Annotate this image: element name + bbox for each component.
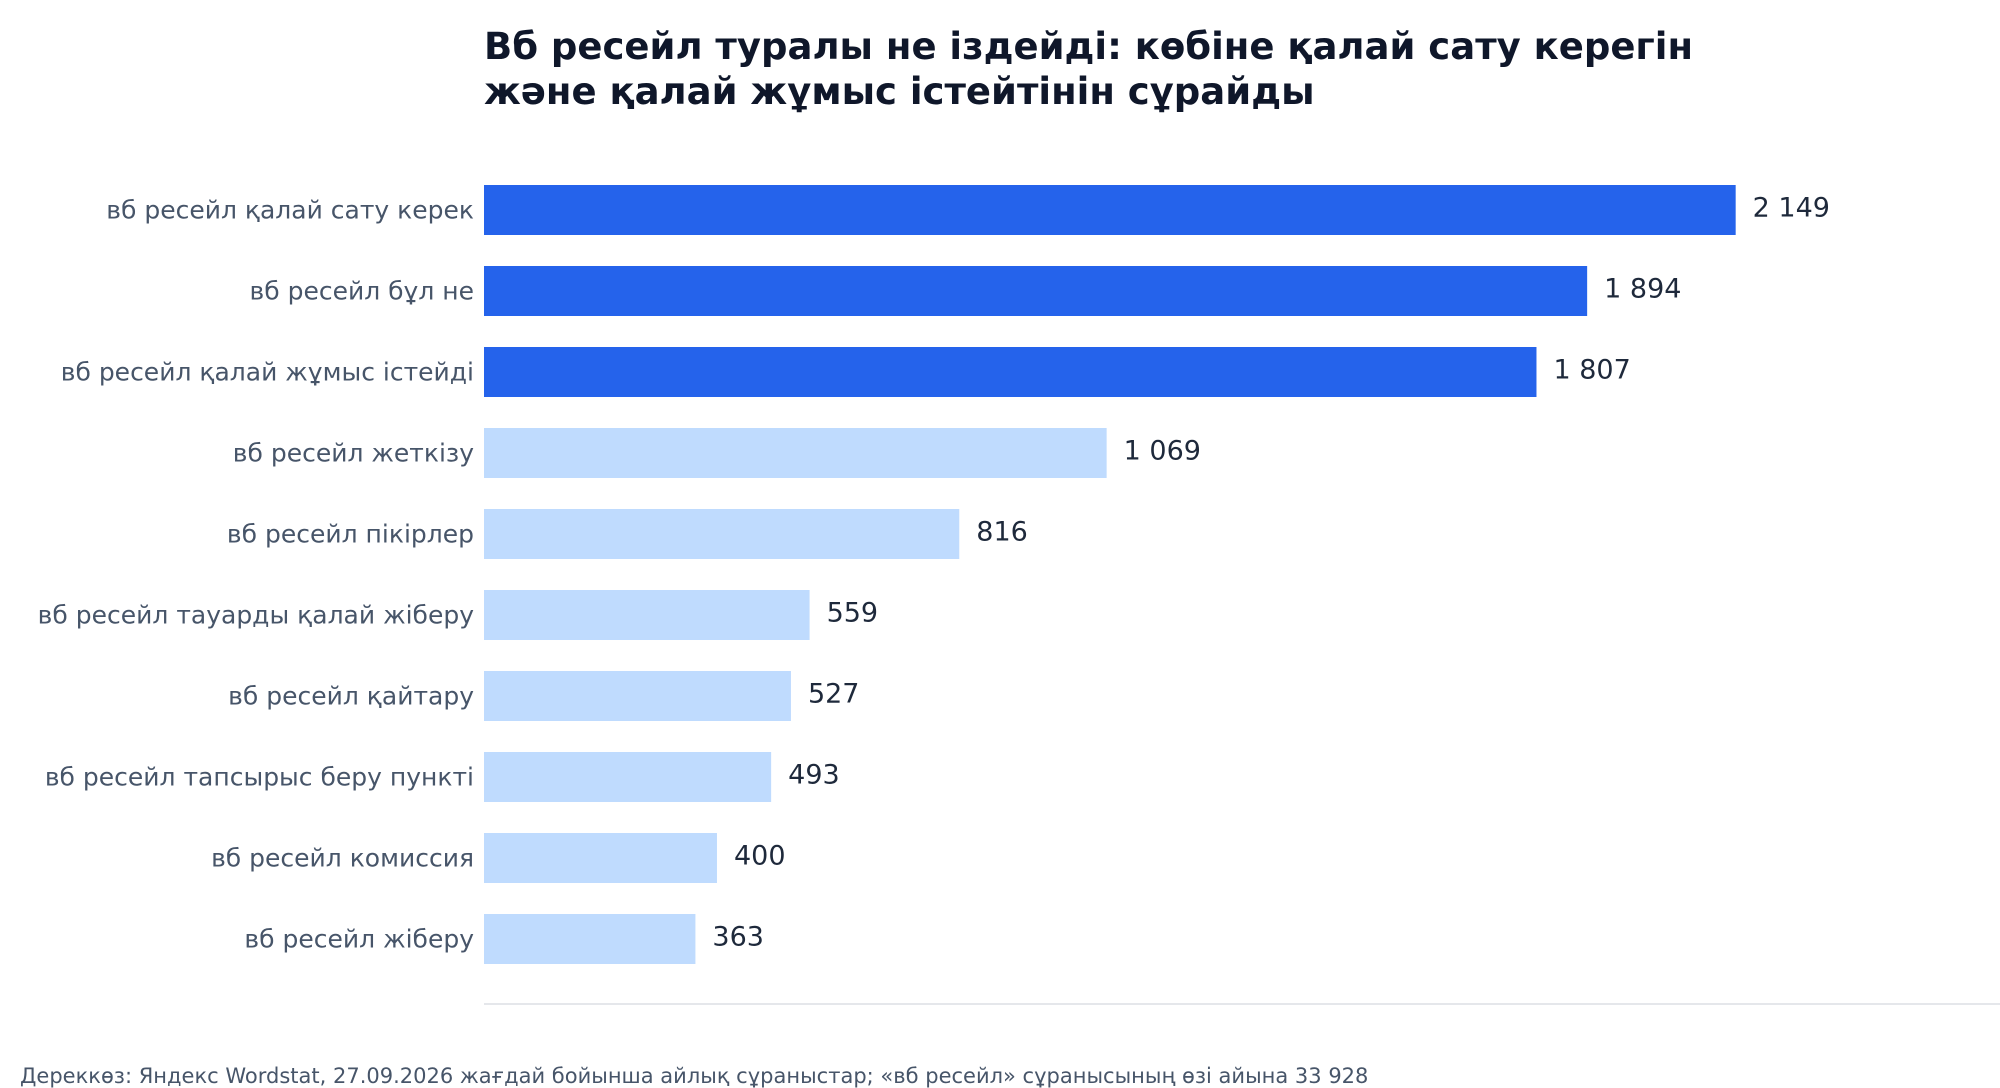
- category-label: вб ресейл жіберу: [244, 925, 474, 954]
- value-label: 2 149: [1753, 193, 1830, 224]
- bar: [484, 185, 1736, 235]
- value-label: 1 807: [1553, 355, 1630, 386]
- chart-title-line-1: Вб ресейл туралы не іздейді: көбіне қала…: [484, 25, 1694, 68]
- bar: [484, 833, 717, 883]
- bar: [484, 671, 791, 721]
- bar: [484, 914, 696, 964]
- category-label: вб ресейл қайтару: [228, 682, 474, 711]
- chart-title: Вб ресейл туралы не іздейді: көбіне қала…: [484, 24, 1884, 114]
- bar: [484, 752, 772, 802]
- category-label: вб ресейл қалай жұмыс істейді: [61, 358, 474, 387]
- category-label: вб ресейл пікірлер: [227, 520, 474, 549]
- value-label: 559: [827, 598, 879, 629]
- category-label: вб ресейл тапсырыс беру пункті: [45, 763, 474, 792]
- value-label: 1 894: [1604, 274, 1681, 305]
- bar: [484, 347, 1537, 397]
- category-label: вб ресейл қалай сату керек: [106, 196, 474, 225]
- category-label: вб ресейл тауарды қалай жіберу: [38, 601, 475, 630]
- value-label: 400: [734, 841, 786, 872]
- category-label: вб ресейл жеткізу: [233, 439, 474, 468]
- chart-title-line-2: және қалай жұмыс істейтінін сұрайды: [484, 70, 1315, 113]
- value-label: 1 069: [1124, 436, 1201, 467]
- bar-chart: вб ресейл қалай сату керек 2 149 вб ресейл…: [38, 185, 2000, 1005]
- category-label: вб ресейл комиссия: [211, 844, 474, 873]
- bar: [484, 428, 1107, 478]
- bar: [484, 266, 1588, 316]
- value-label: 493: [788, 760, 840, 791]
- source-note: Дереккөз: Яндекс Wordstat, 27.09.2026 жа…: [20, 1064, 1369, 1088]
- value-label: 527: [808, 679, 860, 710]
- value-label: 363: [712, 922, 764, 953]
- bar: [484, 590, 810, 640]
- bar: [484, 509, 960, 559]
- category-label: вб ресейл бұл не: [249, 277, 474, 306]
- value-label: 816: [976, 517, 1028, 548]
